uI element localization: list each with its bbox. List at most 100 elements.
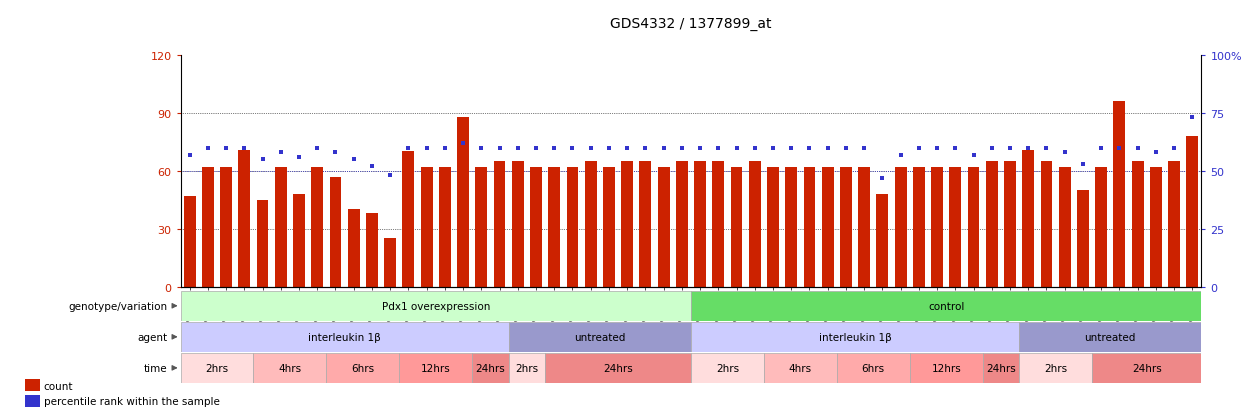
Text: 24hrs: 24hrs bbox=[476, 363, 505, 373]
Bar bbox=[548, 168, 560, 287]
Bar bbox=[1077, 191, 1089, 287]
Bar bbox=[493, 162, 505, 287]
Point bbox=[945, 145, 965, 152]
Bar bbox=[876, 195, 889, 287]
Text: 24hrs: 24hrs bbox=[1132, 363, 1162, 373]
Bar bbox=[509, 322, 691, 352]
Text: control: control bbox=[928, 301, 965, 311]
Bar bbox=[767, 168, 779, 287]
Point bbox=[982, 145, 1002, 152]
Bar bbox=[311, 168, 324, 287]
Point bbox=[217, 145, 237, 152]
Point bbox=[782, 145, 802, 152]
Bar bbox=[1186, 137, 1198, 287]
Point bbox=[1183, 115, 1203, 121]
Bar bbox=[457, 117, 469, 287]
Point bbox=[854, 145, 874, 152]
Bar bbox=[472, 353, 509, 383]
Bar bbox=[982, 353, 1020, 383]
Point bbox=[1037, 145, 1057, 152]
Text: untreated: untreated bbox=[574, 332, 625, 342]
Text: percentile rank within the sample: percentile rank within the sample bbox=[44, 396, 219, 406]
Point bbox=[1109, 145, 1129, 152]
Bar bbox=[691, 291, 1201, 321]
Bar bbox=[676, 162, 687, 287]
Bar bbox=[695, 162, 706, 287]
Bar bbox=[220, 168, 232, 287]
Bar bbox=[910, 353, 982, 383]
Bar bbox=[1020, 353, 1092, 383]
Point bbox=[1128, 145, 1148, 152]
Bar bbox=[786, 168, 797, 287]
Point bbox=[599, 145, 619, 152]
Bar bbox=[603, 168, 615, 287]
Point bbox=[799, 145, 819, 152]
Point bbox=[289, 154, 309, 161]
Bar bbox=[545, 353, 691, 383]
Point bbox=[563, 145, 583, 152]
Bar bbox=[566, 168, 579, 287]
Point bbox=[362, 164, 382, 170]
Bar bbox=[181, 353, 254, 383]
Bar bbox=[950, 168, 961, 287]
Bar bbox=[822, 168, 834, 287]
Bar bbox=[256, 200, 269, 287]
Point bbox=[198, 145, 218, 152]
Point bbox=[325, 150, 345, 156]
Bar bbox=[621, 162, 634, 287]
Bar bbox=[326, 353, 400, 383]
Point bbox=[1055, 150, 1074, 156]
Text: Pdx1 overexpression: Pdx1 overexpression bbox=[381, 301, 491, 311]
Bar bbox=[764, 353, 837, 383]
Text: untreated: untreated bbox=[1084, 332, 1135, 342]
Bar bbox=[858, 168, 870, 287]
Text: 2hrs: 2hrs bbox=[205, 363, 229, 373]
Point bbox=[763, 145, 783, 152]
Bar bbox=[931, 168, 942, 287]
Bar bbox=[293, 195, 305, 287]
Text: count: count bbox=[44, 381, 73, 391]
Bar bbox=[181, 322, 509, 352]
Bar bbox=[1020, 322, 1201, 352]
Point bbox=[654, 145, 674, 152]
Bar bbox=[1096, 168, 1107, 287]
Point bbox=[472, 145, 492, 152]
Text: 24hrs: 24hrs bbox=[603, 363, 632, 373]
Point bbox=[1073, 161, 1093, 168]
Point bbox=[380, 173, 400, 179]
Bar bbox=[1092, 353, 1201, 383]
Text: 6hrs: 6hrs bbox=[862, 363, 885, 373]
Bar bbox=[254, 353, 326, 383]
Text: 4hrs: 4hrs bbox=[279, 363, 301, 373]
Text: 12hrs: 12hrs bbox=[931, 363, 961, 373]
Point bbox=[435, 145, 454, 152]
Point bbox=[580, 145, 600, 152]
Bar bbox=[1150, 168, 1162, 287]
Point bbox=[1164, 145, 1184, 152]
Point bbox=[1091, 145, 1111, 152]
Bar bbox=[986, 162, 997, 287]
Text: time: time bbox=[144, 363, 168, 373]
Bar bbox=[640, 162, 651, 287]
Bar bbox=[1113, 102, 1125, 287]
Bar bbox=[895, 168, 906, 287]
Bar bbox=[439, 168, 451, 287]
Bar bbox=[1041, 162, 1052, 287]
Bar bbox=[202, 168, 214, 287]
Point bbox=[453, 140, 473, 147]
Bar bbox=[275, 168, 286, 287]
Point bbox=[672, 145, 692, 152]
Bar bbox=[1003, 162, 1016, 287]
Bar bbox=[385, 239, 396, 287]
Bar bbox=[1168, 162, 1180, 287]
Bar bbox=[803, 168, 815, 287]
Point bbox=[344, 157, 364, 163]
Bar bbox=[1058, 168, 1071, 287]
Bar bbox=[1132, 162, 1144, 287]
Bar bbox=[657, 168, 670, 287]
Bar bbox=[691, 353, 764, 383]
Point bbox=[835, 145, 855, 152]
Bar bbox=[509, 353, 545, 383]
Point bbox=[964, 152, 984, 159]
Point bbox=[1018, 145, 1038, 152]
